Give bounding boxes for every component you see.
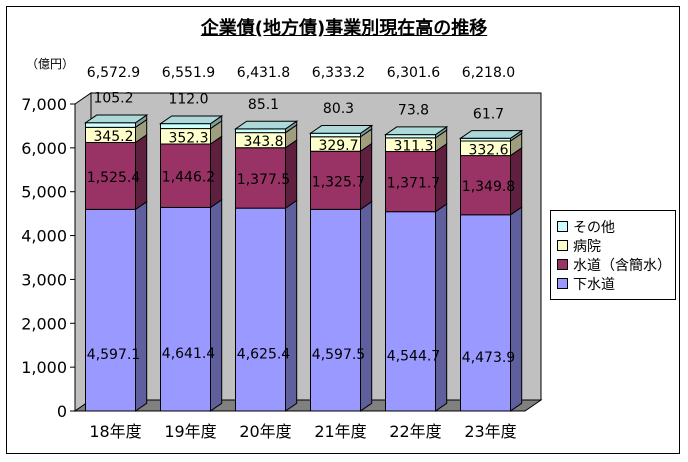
bar-segment	[310, 208, 361, 412]
data-label: 4,473.9	[462, 350, 515, 366]
bar-segment	[385, 211, 436, 412]
bar-segment	[460, 214, 511, 412]
x-tick-label: 22年度	[389, 422, 441, 441]
bar-segment-side	[285, 199, 298, 412]
bar-segment	[235, 207, 286, 412]
bar-group-2	[233, 120, 299, 412]
bar-segment	[235, 128, 286, 134]
total-label: 6,572.9	[87, 65, 140, 81]
legend-item: 病院	[557, 236, 669, 255]
x-tick-label: 19年度	[164, 422, 216, 441]
total-label: 6,218.0	[462, 65, 515, 81]
bar-top	[233, 120, 299, 130]
bar-segment-side	[360, 200, 373, 412]
data-label: 343.8	[243, 134, 283, 150]
data-label: 352.3	[168, 130, 208, 146]
data-label: 1,377.5	[237, 172, 290, 188]
data-label: 311.3	[393, 139, 433, 155]
data-label: 329.7	[318, 138, 358, 154]
bar-segment	[310, 132, 361, 138]
bar-segment	[310, 150, 361, 210]
total-label: 6,333.2	[312, 65, 365, 81]
bar-segment	[85, 141, 136, 210]
y-tick-label: 0	[57, 402, 67, 421]
bar-top	[383, 126, 449, 136]
bar-segment	[385, 151, 436, 213]
data-label: 85.1	[248, 97, 279, 113]
legend-swatch	[557, 221, 568, 232]
data-label: 1,525.4	[87, 170, 141, 186]
x-tick-label: 21年度	[314, 422, 366, 441]
total-label: 6,551.9	[162, 65, 215, 81]
data-label: 1,325.7	[312, 174, 365, 190]
data-label: 1,446.2	[162, 170, 215, 186]
y-tick-label: 1,000	[21, 358, 67, 377]
legend-swatch	[557, 278, 568, 289]
data-label: 80.3	[323, 101, 354, 117]
x-tick-label: 20年度	[239, 422, 291, 441]
bar-segment	[235, 147, 286, 209]
y-tick-label: 4,000	[21, 227, 67, 246]
x-tick-label: 23年度	[464, 422, 516, 441]
bar-group-3	[308, 124, 374, 412]
y-tick-label: 2,000	[21, 314, 67, 333]
data-label: 4,544.7	[387, 348, 440, 364]
bar-top	[83, 114, 149, 124]
legend-swatch	[557, 259, 568, 270]
legend-item: その他	[557, 217, 669, 236]
y-axis-unit-label: （億円）	[26, 57, 75, 71]
bar-segment	[85, 122, 136, 128]
data-label: 345.2	[93, 129, 133, 145]
data-label: 1,371.7	[387, 176, 440, 192]
chart-legend: その他病院水道（含簡水） 下水道	[550, 210, 676, 300]
legend-item: 下水道	[557, 274, 669, 293]
bar-segment	[160, 206, 211, 412]
bar-top	[308, 125, 374, 134]
x-tick-label: 18年度	[89, 422, 141, 441]
chart-title: 企業債(地方債)事業別現在高の推移	[200, 18, 488, 39]
bar-segment-side	[135, 200, 148, 412]
bar-segment-side	[435, 203, 448, 412]
data-label: 4,641.4	[162, 346, 216, 362]
data-label: 105.2	[93, 91, 133, 107]
legend-label: その他	[573, 219, 615, 236]
data-label: 4,597.5	[312, 347, 365, 363]
data-label: 1,349.8	[462, 179, 515, 195]
legend-label: 病院	[573, 238, 601, 255]
bar-top	[458, 130, 524, 139]
total-label: 6,301.6	[387, 65, 441, 81]
legend-item: 水道（含簡水）	[557, 255, 671, 274]
data-label: 112.0	[168, 92, 208, 108]
legend-swatch	[557, 240, 568, 251]
legend-label: 水道（含簡水）	[573, 257, 671, 274]
data-label: 61.7	[473, 106, 504, 122]
legend-label: 下水道	[573, 276, 615, 293]
data-label: 332.6	[468, 142, 508, 158]
bar-group-1	[158, 115, 224, 412]
bar-segment-side	[510, 206, 523, 412]
y-tick-label: 3,000	[21, 270, 67, 289]
y-tick-label: 6,000	[21, 139, 67, 158]
y-tick-label: 5,000	[21, 183, 67, 202]
y-tick-label: 7,000	[21, 95, 67, 114]
bar-group-0	[83, 114, 149, 412]
bar-segment	[160, 123, 211, 130]
bar-group-4	[383, 125, 449, 412]
data-label: 4,597.1	[87, 347, 140, 363]
bar-top	[158, 115, 224, 125]
total-label: 6,431.8	[237, 65, 290, 81]
bar-group-5	[458, 129, 524, 412]
data-label: 73.8	[398, 103, 429, 119]
bar-segment	[85, 208, 136, 412]
bar-segment	[160, 143, 211, 208]
bar-segment-side	[210, 198, 223, 412]
data-label: 4,625.4	[237, 347, 291, 363]
